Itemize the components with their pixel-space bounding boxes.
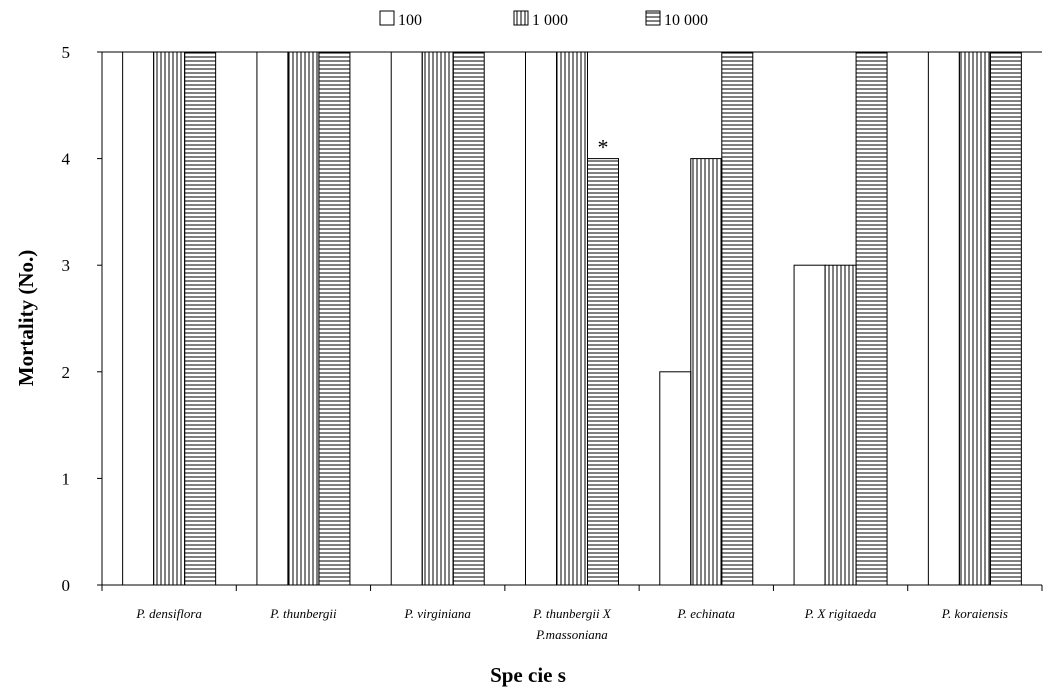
bar bbox=[958, 51, 991, 586]
bar bbox=[793, 264, 826, 586]
legend-label: 10 000 bbox=[664, 12, 708, 29]
x-tick-label: P. virginiana bbox=[403, 606, 471, 621]
bar bbox=[690, 158, 723, 586]
y-tick-label: 0 bbox=[62, 576, 71, 595]
x-tick-label: P. thunbergii X bbox=[532, 606, 612, 621]
legend: 100 1 000 10 000 bbox=[379, 10, 708, 29]
x-tick-label: P. densiflora bbox=[135, 606, 202, 621]
x-tick-label: P.massoniana bbox=[535, 627, 608, 642]
bar bbox=[153, 51, 186, 586]
bar bbox=[184, 51, 217, 586]
y-tick-label: 2 bbox=[62, 363, 71, 382]
bar bbox=[390, 51, 423, 586]
plot-area: 0 1 2 3 4 5 P. densiflora P. thunbergii P. virgi… bbox=[62, 43, 1043, 642]
y-axis-title: Mortality (No.) bbox=[14, 250, 38, 386]
y-tick-label: 3 bbox=[62, 256, 71, 275]
y-tick-label: 1 bbox=[62, 469, 71, 488]
significance-annotation: * bbox=[598, 135, 609, 160]
bar bbox=[989, 51, 1022, 586]
bar bbox=[421, 51, 454, 586]
bar bbox=[256, 51, 289, 586]
bar bbox=[556, 51, 588, 586]
y-tick-label: 4 bbox=[62, 150, 71, 169]
bar bbox=[452, 51, 485, 586]
bar bbox=[721, 51, 754, 586]
legend-swatch bbox=[513, 10, 529, 26]
bar bbox=[287, 51, 320, 586]
x-tick-label: P. koraiensis bbox=[941, 606, 1008, 621]
bar bbox=[318, 51, 351, 586]
x-tick-label: P. echinata bbox=[677, 606, 736, 621]
legend-label: 100 bbox=[398, 12, 422, 29]
x-axis-title: Spe cie s bbox=[490, 663, 566, 687]
x-tick-label: P. X rigitaeda bbox=[804, 606, 877, 621]
bar bbox=[659, 371, 692, 586]
bar bbox=[824, 264, 857, 586]
y-tick-label: 5 bbox=[62, 43, 71, 62]
x-tick-label: P. thunbergii bbox=[269, 606, 337, 621]
legend-swatch bbox=[645, 10, 661, 26]
legend-label: 1 000 bbox=[532, 12, 568, 29]
bar bbox=[855, 51, 888, 586]
legend-swatch bbox=[379, 10, 395, 26]
bar bbox=[122, 51, 155, 586]
bar bbox=[525, 51, 557, 586]
bar bbox=[587, 158, 619, 586]
bar bbox=[927, 51, 960, 586]
